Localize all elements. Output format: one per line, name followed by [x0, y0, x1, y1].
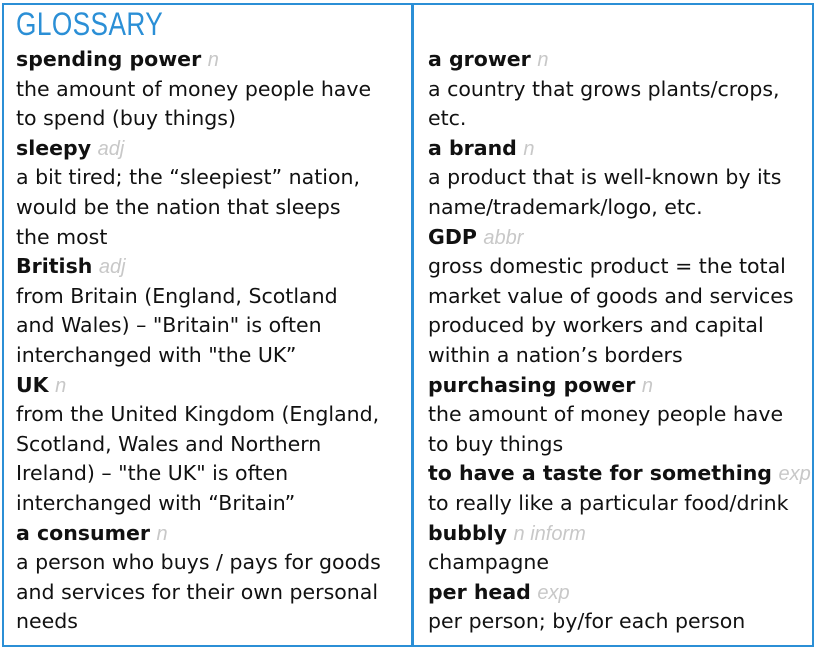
entry-definition-line: and Wales) – "Britain" is often — [16, 313, 322, 338]
entry-term: spending power — [16, 47, 202, 71]
glossary-entry: purchasing power n the amount of money pe… — [428, 371, 811, 460]
entry-definition-line: would be the nation that sleeps — [16, 194, 341, 219]
entry-heading: per head exp — [428, 578, 811, 608]
entry-definition-line: etc. — [428, 106, 467, 131]
entry-term: sleepy — [16, 135, 92, 160]
entry-heading: a consumer n — [16, 519, 381, 549]
entry-heading: a brand n — [428, 134, 811, 164]
entry-heading: UK n — [16, 371, 381, 401]
entry-term: per head — [428, 579, 531, 604]
entry-part-of-speech: n — [55, 374, 67, 397]
entry-part-of-speech: adj — [98, 256, 126, 279]
glossary-title: GLOSSARY — [16, 6, 164, 42]
entry-term: a brand — [428, 135, 517, 160]
entry-part-of-speech: n — [537, 49, 549, 71]
entry-definition-line: Ireland) – "the UK" is often — [16, 461, 289, 486]
entry-definition-line: from the United Kingdom (England, — [16, 402, 380, 427]
entry-part-of-speech: exp — [537, 581, 570, 604]
entry-heading: bubbly n inform — [428, 519, 811, 549]
entry-definition-line: within a nation’s borders — [428, 342, 683, 367]
glossary-entry: GDP abbr gross domestic product = the tot… — [428, 223, 811, 371]
entry-term: bubbly — [428, 520, 508, 545]
glossary-entry: to have a taste for something exp to real… — [428, 459, 811, 518]
entry-term: UK — [16, 372, 49, 397]
entry-definition-line: a country that grows plants/crops, — [428, 76, 780, 101]
entry-definition-line: champagne — [428, 550, 549, 575]
entry-definition-line: to spend (buy things) — [16, 106, 236, 131]
entry-definition-line: needs — [16, 609, 78, 634]
entry-part-of-speech: n — [641, 374, 653, 397]
entry-term: GDP — [428, 224, 477, 249]
glossary-entry: UK n from the United Kingdom (England, Sco… — [16, 371, 381, 519]
entry-definition-line: and services for their own personal — [16, 579, 379, 604]
left-entries: spending power n the amount of money peop… — [16, 45, 381, 637]
entry-definition-line: the amount of money people have — [428, 402, 784, 427]
entry-term: purchasing power — [428, 372, 636, 397]
entry-definition-line: a bit tired; the “sleepiest” nation, — [16, 165, 360, 190]
entry-heading: purchasing power n — [428, 371, 811, 401]
entry-heading: GDP abbr — [428, 223, 811, 253]
entry-part-of-speech: n inform — [513, 522, 586, 545]
glossary-entry: sleepy adj a bit tired; the “sleepiest” n… — [16, 134, 381, 252]
entry-part-of-speech: n — [523, 137, 535, 160]
entry-definition-line: produced by workers and capital — [428, 313, 764, 338]
entry-heading: British adj — [16, 252, 381, 282]
entry-definition-line: interchanged with “Britain” — [16, 490, 296, 515]
entry-term: British — [16, 254, 93, 279]
entry-part-of-speech: n — [156, 522, 168, 545]
entry-definition-line: a product that is well-known by its — [428, 165, 782, 190]
entry-definition-line: gross domestic product = the total — [428, 254, 786, 279]
entry-term: a grower — [428, 47, 531, 71]
glossary-entry: British adj from Britain (England, Scotla… — [16, 252, 381, 370]
entry-definition-line: to buy things — [428, 431, 564, 456]
entry-part-of-speech: n — [207, 49, 219, 71]
entry-definition-line: the most — [16, 224, 108, 249]
entry-definition-line: Scotland, Wales and Northern — [16, 431, 322, 456]
entry-part-of-speech: adj — [97, 137, 125, 160]
entry-definition-line: name/trademark/logo, etc. — [428, 194, 703, 219]
glossary-entry: bubbly n inform champagne — [428, 519, 811, 578]
entry-heading: spending power n — [16, 45, 381, 75]
entry-heading: sleepy adj — [16, 134, 381, 164]
glossary-entry: per head exp per person; by/for each pers… — [428, 578, 811, 637]
entry-definition-line: market value of goods and services — [428, 283, 794, 308]
entry-definition-line: from Britain (England, Scotland — [16, 283, 338, 308]
column-divider — [411, 3, 414, 647]
entry-heading: to have a taste for something exp — [428, 459, 811, 489]
entry-part-of-speech: abbr — [483, 226, 524, 249]
entry-definition-line: the amount of money people have — [16, 76, 372, 101]
entry-definition-line: interchanged with "the UK” — [16, 342, 297, 367]
entry-definition-line: per person; by/for each person — [428, 609, 746, 634]
glossary-frame — [2, 3, 814, 647]
glossary-entry: spending power n the amount of money peop… — [16, 45, 381, 134]
entry-term: a consumer — [16, 520, 150, 545]
entry-heading: a grower n — [428, 45, 811, 75]
entry-part-of-speech: exp — [778, 463, 811, 486]
entry-definition-line: a person who buys / pays for goods — [16, 550, 381, 575]
entry-term: to have a taste for something — [428, 461, 772, 486]
entry-definition-line: to really like a particular food/drink — [428, 490, 789, 515]
